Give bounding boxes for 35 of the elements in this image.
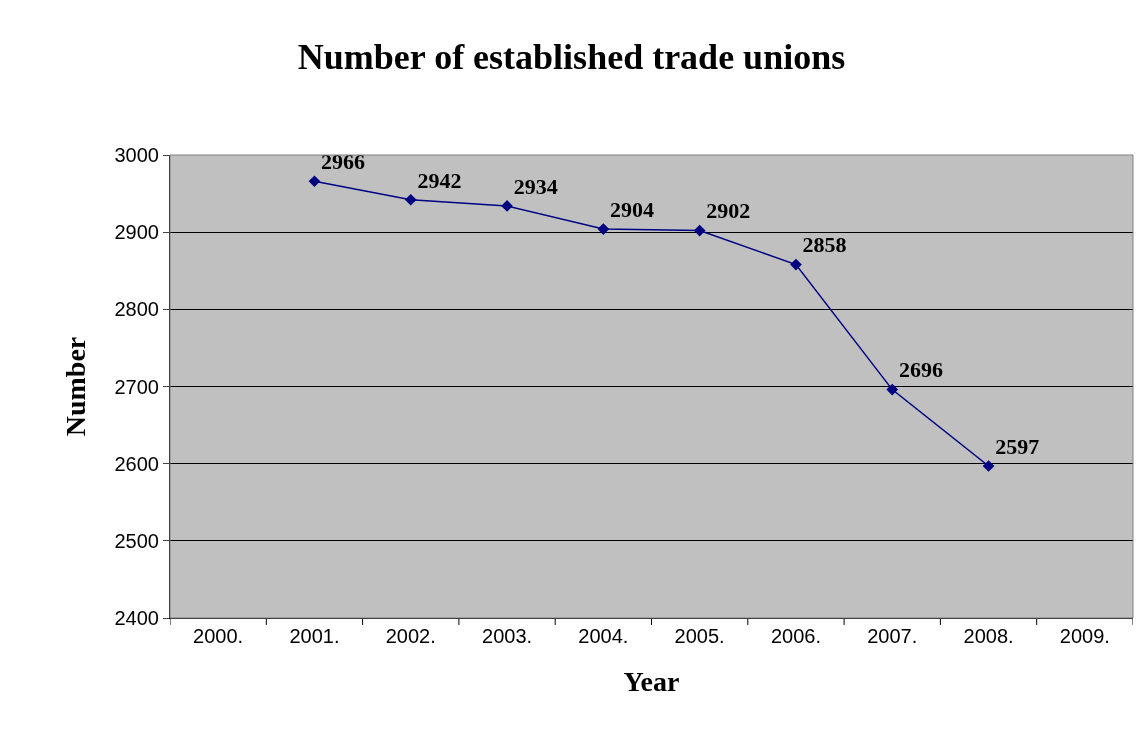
y-tick-label: 2600 xyxy=(114,452,159,475)
data-label: 2934 xyxy=(513,173,558,199)
x-tick-label: 2002. xyxy=(385,625,436,647)
y-tick-label: 2400 xyxy=(114,607,159,629)
data-label: 2597 xyxy=(995,433,1040,459)
point xyxy=(404,193,417,206)
x-tick-label: 2008. xyxy=(963,625,1014,647)
data-label: 2904 xyxy=(609,196,654,222)
data-label: 2858 xyxy=(802,232,847,258)
data-label: 2966 xyxy=(321,149,366,175)
x-axis-title: Year xyxy=(623,666,680,698)
point xyxy=(982,460,995,472)
point xyxy=(886,383,899,396)
y-tick-label: 2500 xyxy=(114,529,159,552)
x-tick-label: 2005. xyxy=(674,625,725,647)
point xyxy=(790,258,802,271)
x-tick-label: 2001. xyxy=(289,625,340,647)
y-tick-label: 2900 xyxy=(114,221,159,244)
y-tick-label: 3000 xyxy=(114,144,159,166)
chart-title: Number of established trade unions xyxy=(297,37,846,78)
data-label: 2942 xyxy=(417,167,462,193)
x-tick-label: 2000. xyxy=(193,625,244,647)
x-tick-label: 2003. xyxy=(482,625,533,647)
x-tick-label: 2006. xyxy=(770,625,821,647)
y-tick-label: 2800 xyxy=(114,298,159,321)
data-label: 2696 xyxy=(898,357,943,383)
y-tick-label: 2700 xyxy=(114,375,159,398)
x-tick-label: 2007. xyxy=(867,625,918,647)
x-tick-label: 2004. xyxy=(578,625,629,647)
y-axis-title: Number xyxy=(60,336,92,437)
data-label: 2902 xyxy=(706,198,751,224)
point xyxy=(308,175,321,188)
x-tick-label: 2009. xyxy=(1059,625,1110,647)
point xyxy=(693,224,706,237)
point xyxy=(597,223,610,235)
